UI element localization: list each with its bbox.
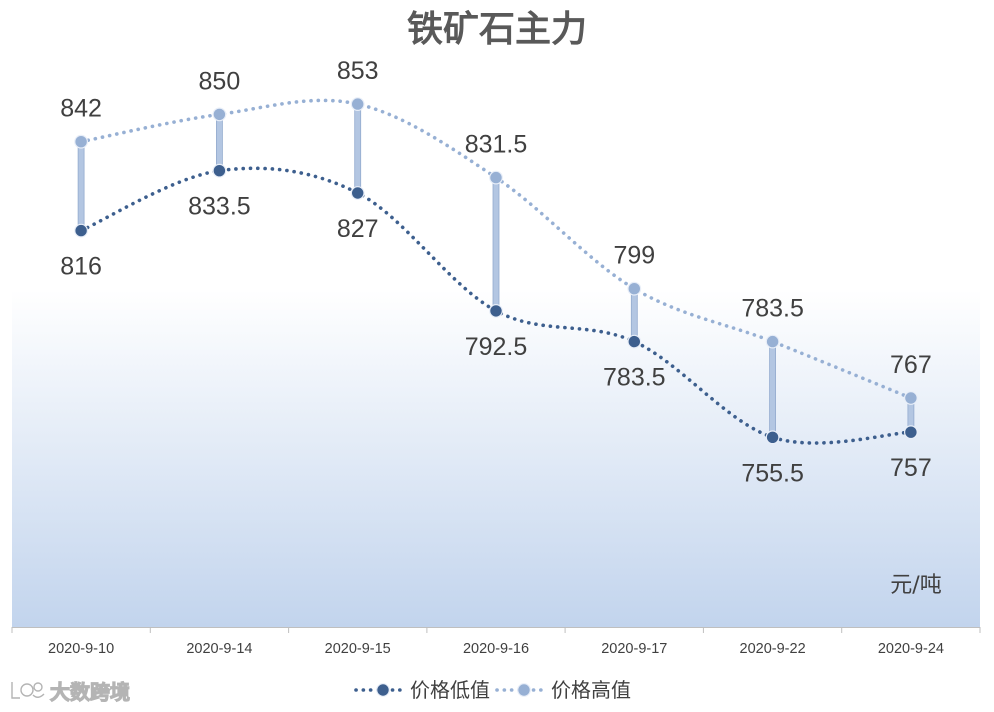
data-label-high-6: 767 — [890, 351, 932, 379]
data-label-high-4: 799 — [613, 242, 655, 270]
data-label-low-0: 816 — [60, 253, 102, 281]
marker-low-4 — [627, 334, 642, 349]
marker-high-1 — [212, 107, 227, 122]
x-axis-label-3: 2020-9-16 — [463, 641, 529, 657]
marker-low-6 — [904, 425, 918, 440]
x-axis-label-2: 2020-9-15 — [325, 641, 391, 657]
data-label-high-2: 853 — [337, 57, 379, 85]
x-axis-label-0: 2020-9-10 — [48, 641, 114, 657]
chart-title: 铁矿石主力 — [407, 9, 587, 50]
marker-low-1 — [212, 163, 227, 178]
legend-label-low: 价格低值 — [410, 678, 490, 702]
data-label-high-0: 842 — [60, 95, 102, 123]
marker-high-3 — [489, 170, 503, 185]
data-label-high-5: 783.5 — [741, 295, 804, 323]
marker-low-3 — [489, 304, 503, 318]
legend-marker-low — [376, 683, 390, 697]
marker-high-0 — [74, 134, 88, 149]
x-axis-label-6: 2020-9-24 — [878, 641, 944, 657]
data-label-low-5: 755.5 — [741, 459, 804, 487]
legend-item-high: 价格高值 — [495, 678, 631, 702]
data-label-low-2: 827 — [337, 215, 379, 243]
data-label-low-6: 757 — [890, 454, 932, 482]
marker-low-0 — [74, 223, 88, 238]
unit-label: 元/吨 — [890, 573, 941, 598]
data-label-high-3: 831.5 — [465, 131, 528, 159]
legend-label-high: 价格高值 — [551, 678, 631, 702]
high-low-line-2 — [354, 103, 362, 194]
high-low-line-4 — [630, 288, 638, 343]
marker-high-2 — [350, 97, 365, 111]
plot-area-background — [12, 46, 980, 627]
data-label-high-1: 850 — [199, 67, 241, 95]
data-labels: 816 833.5 827 792.5 783.5 755.5 757 842 850 853 83… — [60, 57, 932, 487]
data-label-low-4: 783.5 — [603, 364, 666, 392]
high-low-line-1 — [215, 114, 223, 172]
marker-low-5 — [765, 430, 780, 445]
marker-high-4 — [627, 281, 642, 296]
legend: 价格低值 价格高值 — [354, 678, 631, 702]
data-label-low-3: 792.5 — [465, 333, 528, 361]
marker-high-6 — [904, 391, 918, 405]
x-axis-label-4: 2020-9-17 — [601, 641, 667, 657]
watermark-logo-icon — [11, 682, 45, 699]
marker-low-2 — [350, 186, 365, 200]
high-low-line-3 — [492, 177, 500, 312]
data-label-low-1: 833.5 — [188, 193, 251, 221]
x-axis-label-5: 2020-9-22 — [740, 641, 806, 657]
x-axis-label-1: 2020-9-14 — [186, 641, 252, 657]
watermark-text: 大数跨境 — [50, 680, 130, 704]
series-markers — [74, 97, 918, 445]
legend-item-low: 价格低值 — [354, 678, 490, 702]
x-axis-ticks — [11, 627, 981, 633]
x-axis-labels: 2020-9-10 2020-9-14 2020-9-15 2020-9-16 2020… — [48, 641, 944, 657]
watermark: 大数跨境 — [11, 679, 131, 705]
marker-high-5 — [765, 334, 780, 349]
high-low-line-5 — [769, 341, 776, 438]
legend-marker-high — [517, 683, 531, 697]
high-low-line-0 — [77, 141, 85, 231]
